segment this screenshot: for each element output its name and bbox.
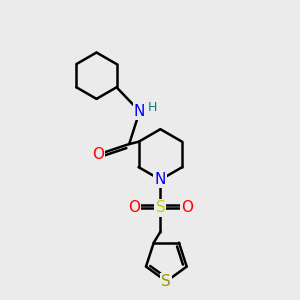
Text: H: H — [147, 101, 157, 114]
Text: S: S — [155, 200, 165, 215]
Text: N: N — [155, 172, 166, 187]
Text: O: O — [92, 147, 104, 162]
Text: O: O — [128, 200, 140, 215]
Text: O: O — [181, 200, 193, 215]
Text: S: S — [161, 274, 171, 289]
Text: N: N — [134, 104, 145, 119]
